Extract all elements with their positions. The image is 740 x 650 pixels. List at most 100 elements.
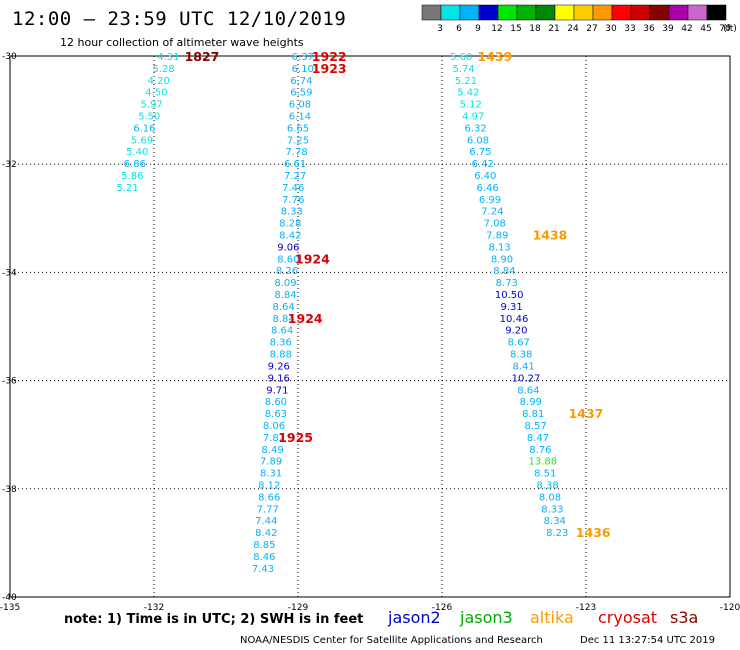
colorbar-swatch	[649, 4, 670, 21]
colorbar-label: 30	[605, 24, 617, 34]
y-tick-label: -32	[2, 160, 17, 170]
swh-value-label: 7.76	[282, 195, 304, 206]
swh-value-label: 8.08	[539, 492, 561, 503]
colorbar-label: 39	[662, 24, 674, 34]
colorbar-swatch	[687, 4, 708, 21]
y-tick-label: -40	[2, 593, 17, 603]
colorbar-label: 3	[437, 24, 443, 34]
swh-value-label: 8.99	[520, 397, 542, 408]
swh-value-label: 7.89	[486, 231, 508, 242]
swh-value-label: 5.69	[131, 135, 153, 146]
x-tick-label: -123	[576, 603, 596, 613]
colorbar-label: 70	[719, 24, 731, 34]
swh-value-label: 8.46	[253, 552, 275, 563]
colorbar-swatch	[706, 4, 727, 21]
colorbar-label: 6	[456, 24, 462, 34]
swh-value-label: 8.81	[522, 409, 544, 420]
colorbar-label: 24	[567, 24, 579, 34]
colorbar-label: 27	[586, 24, 597, 34]
swh-value-label: 6.37	[292, 52, 314, 63]
y-tick-label: -30	[2, 52, 17, 62]
time-label: 1436	[576, 525, 611, 540]
swh-value-label: 5.21	[116, 183, 138, 194]
swh-value-label: 7.82	[263, 433, 285, 444]
colorbar-swatch	[516, 4, 537, 21]
colorbar-label: 33	[624, 24, 635, 34]
swh-value-label: 8.84	[272, 314, 294, 325]
swh-value-label: 8.88	[270, 350, 292, 361]
swh-value-label: 6.16	[133, 123, 155, 134]
swh-value-label: 7.78	[285, 147, 307, 158]
plot-frame	[9, 55, 731, 598]
swh-value-label: 8.51	[534, 469, 556, 480]
swh-value-label: 7.24	[481, 207, 503, 218]
swh-value-label: 8.41	[512, 361, 534, 372]
swh-value-label: 5.86	[121, 171, 143, 182]
chart-subtitle: 12 hour collection of altimeter wave hei…	[60, 36, 304, 49]
colorbar-swatch	[554, 4, 575, 21]
swh-value-label: 9.71	[266, 385, 288, 396]
y-tick-label: -38	[2, 485, 17, 495]
swh-value-label: 8.84	[274, 290, 296, 301]
y-tick-label: -36	[2, 377, 17, 387]
swh-value-label: 8.42	[279, 231, 301, 242]
swh-value-label: 8.47	[527, 433, 549, 444]
swh-value-label: 9.06	[277, 242, 299, 253]
swh-value-label: 5.12	[460, 100, 482, 111]
credit-text: NOAA/NESDIS Center for Satellite Applica…	[240, 635, 543, 646]
swh-value-label: 4.31	[157, 52, 179, 63]
swh-value-label: 7.46	[282, 183, 304, 194]
colorbar-swatch	[421, 4, 442, 21]
swh-value-label: 8.66	[258, 492, 280, 503]
swh-value-label: 8.76	[529, 445, 551, 456]
swh-value-label: 8.63	[265, 409, 287, 420]
colorbar-swatch	[459, 4, 480, 21]
swh-value-label: 13.88	[528, 457, 557, 468]
swh-value-label: 6.99	[479, 195, 501, 206]
swh-value-label: 8.64	[517, 385, 539, 396]
swh-value-label: 8.90	[491, 254, 513, 265]
swh-value-label: 6.10	[292, 64, 314, 75]
swh-value-label: 8.38	[510, 350, 532, 361]
x-tick-label: -129	[288, 603, 309, 613]
swh-value-label: 8.73	[496, 278, 518, 289]
swh-value-label: 5.42	[457, 88, 479, 99]
swh-value-label: 8.60	[277, 254, 299, 265]
swh-value-label: 8.64	[272, 302, 294, 313]
swh-value-label: 6.42	[472, 159, 494, 170]
time-label: 1827	[185, 49, 220, 64]
y-tick-label: -34	[2, 268, 17, 278]
swh-value-label: 9.31	[500, 302, 522, 313]
time-label: 1922	[312, 49, 347, 64]
time-label: 1924	[288, 311, 323, 326]
swh-value-label: 7.25	[287, 135, 309, 146]
x-tick-label: -120	[720, 603, 740, 613]
colorbar-label: 9	[475, 24, 481, 34]
swh-value-label: 8.31	[260, 469, 282, 480]
swh-value-label: 8.26	[276, 266, 298, 277]
colorbar-swatch	[497, 4, 518, 21]
swh-value-label: 7.08	[484, 219, 506, 230]
swh-value-label: 7.44	[255, 516, 277, 527]
colorbar-swatch	[440, 4, 461, 21]
time-label: 1923	[312, 61, 347, 76]
colorbar-swatch	[630, 4, 651, 21]
swh-value-label: 8.13	[488, 242, 510, 253]
swh-value-label: 8.49	[261, 445, 283, 456]
swh-value-label: 9.20	[505, 326, 527, 337]
swh-value-label: 8.84	[493, 266, 515, 277]
swh-value-label: 5.28	[152, 64, 174, 75]
generation-timestamp: Dec 11 13:27:54 UTC 2019	[580, 635, 715, 646]
colorbar-swatch	[535, 4, 556, 21]
swh-value-label: 9.16	[268, 373, 290, 384]
time-label: 1439	[477, 49, 512, 64]
swh-value-label: 7.43	[252, 564, 274, 575]
swh-value-label: 8.33	[281, 207, 303, 218]
swh-value-label: 8.28	[279, 219, 301, 230]
swh-value-label: 8.36	[270, 338, 292, 349]
colorbar-swatch	[573, 4, 594, 21]
legend-altika: altika	[530, 608, 574, 627]
swh-value-label: 4.97	[462, 112, 484, 123]
swh-value-label: 5.97	[140, 100, 162, 111]
